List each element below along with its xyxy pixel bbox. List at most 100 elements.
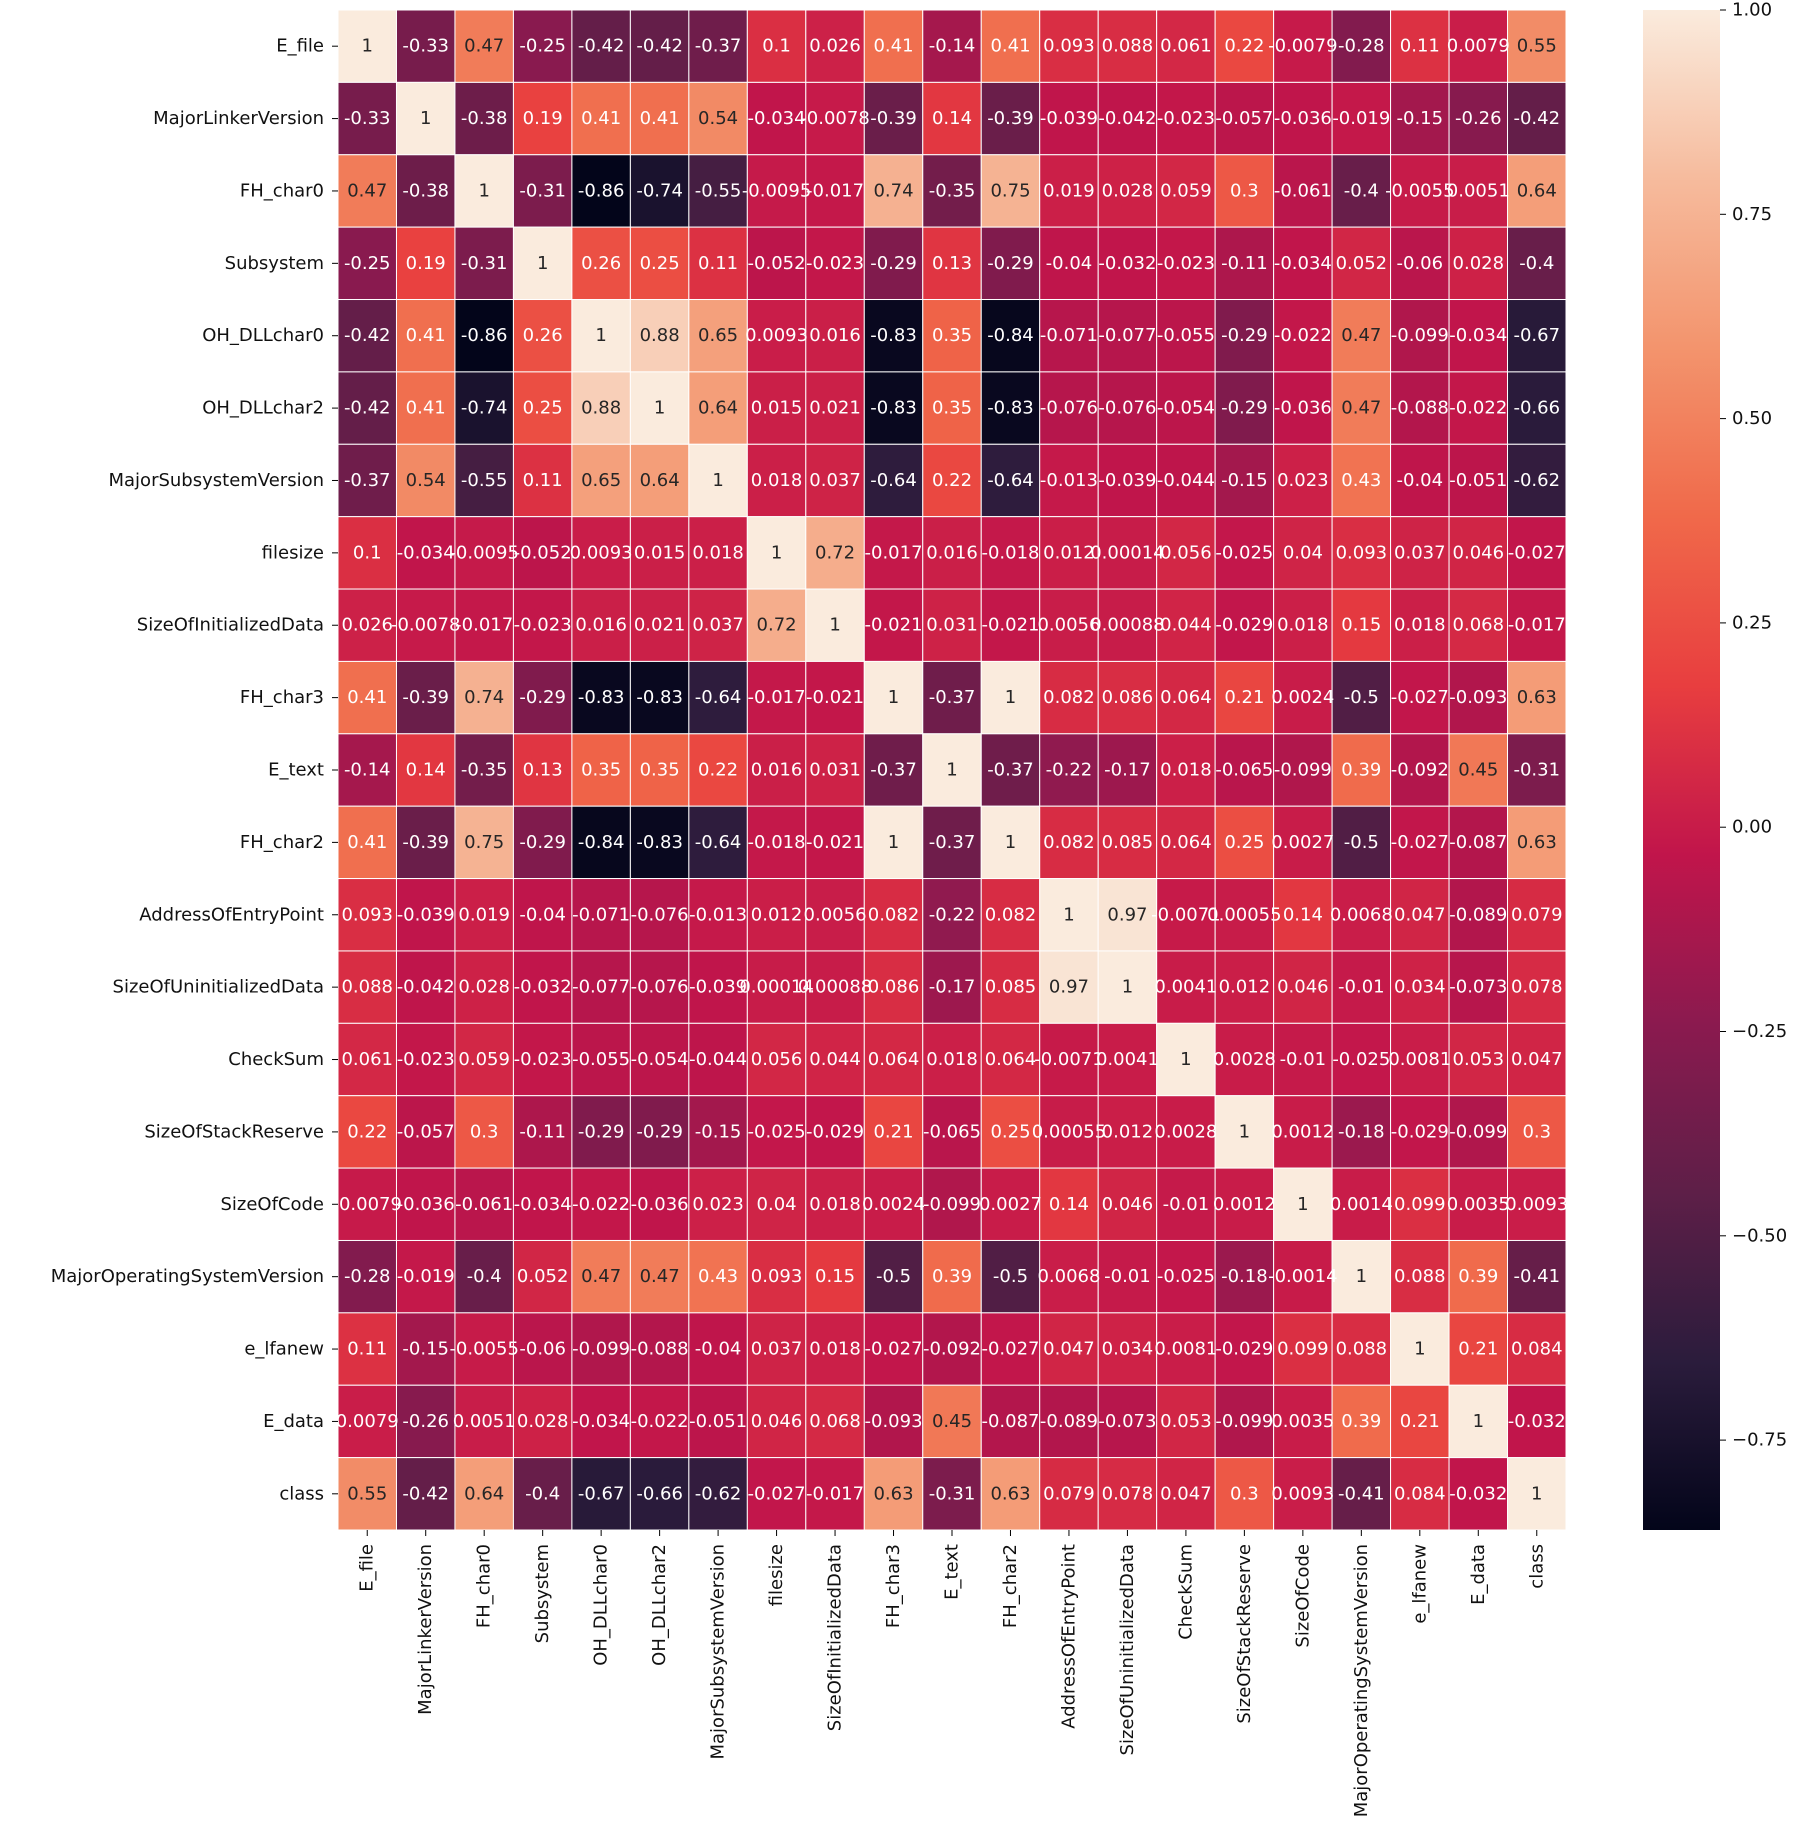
- cell-value-label: 0.086: [1102, 687, 1154, 708]
- heatmap-cell: [1097, 299, 1158, 373]
- heatmap-cell: [980, 443, 1041, 518]
- cell-value-label: -0.17: [929, 977, 976, 998]
- cell-value-label: -0.017: [1508, 615, 1566, 636]
- cell-value-label: 1: [654, 398, 665, 419]
- cell-value-label: -0.41: [1513, 1266, 1560, 1287]
- cell-value-label: -0.022: [1449, 398, 1507, 419]
- heatmap-cell: [1390, 1095, 1450, 1169]
- heatmap-cell: [454, 805, 514, 880]
- heatmap-cell: [454, 154, 514, 228]
- heatmap-cell: [1507, 516, 1567, 590]
- heatmap-cell: [1448, 1095, 1509, 1169]
- heatmap-cell: [337, 1384, 397, 1459]
- cell-value-label: 0.015: [634, 542, 686, 563]
- heatmap-cell: [571, 1167, 631, 1241]
- cell-value-label: -0.28: [344, 1266, 391, 1287]
- y-tick-label: SizeOfUninitializedData: [113, 977, 324, 998]
- x-tick-label: AddressOfEntryPoint: [1058, 1544, 1079, 1729]
- cell-value-label: 0.019: [1043, 180, 1095, 201]
- heatmap-cell: [454, 1384, 514, 1459]
- cell-value-label: 1: [1473, 1411, 1484, 1432]
- cell-value-label: -0.29: [1221, 398, 1268, 419]
- heatmap-cell: [746, 1022, 807, 1097]
- heatmap-cell: [922, 1167, 982, 1241]
- cell-value-label: -0.0079: [1268, 36, 1337, 57]
- heatmap-cell: [863, 1167, 924, 1241]
- cell-value-label: -0.061: [1274, 180, 1332, 201]
- heatmap-cell: [1390, 443, 1450, 518]
- cell-value-label: 0.35: [932, 398, 972, 419]
- cell-value-label: -0.036: [1274, 108, 1332, 129]
- heatmap-cell: [1039, 1457, 1099, 1531]
- cell-value-label: -0.64: [987, 470, 1034, 491]
- cell-value-label: -0.023: [514, 1049, 572, 1070]
- heatmap-cell: [1507, 878, 1567, 952]
- cell-value-label: 0.21: [1458, 1339, 1498, 1360]
- cell-value-label: -0.029: [1215, 1339, 1273, 1360]
- heatmap-cell: [922, 588, 982, 662]
- cell-value-label: -0.29: [870, 253, 917, 274]
- cell-value-label: -0.74: [636, 180, 683, 201]
- heatmap-cell: [1156, 516, 1216, 590]
- cell-value-label: 0.21: [1224, 687, 1264, 708]
- heatmap-cell: [454, 1022, 514, 1097]
- cell-value-label: -0.39: [402, 687, 449, 708]
- x-tick-label: SizeOfInitializedData: [825, 1544, 846, 1731]
- cell-value-label: 0.97: [1107, 904, 1147, 925]
- cell-value-label: -0.039: [397, 904, 455, 925]
- heatmap-cell: [571, 1239, 631, 1314]
- heatmap-cell: [512, 1022, 573, 1097]
- heatmap-cell: [1448, 660, 1509, 735]
- heatmap-cell: [1507, 950, 1567, 1024]
- cell-value-label: 0.15: [815, 1266, 855, 1287]
- cell-value-label: -0.034: [1449, 325, 1507, 346]
- heatmap-cell: [1097, 1457, 1158, 1531]
- heatmap-cell: [512, 733, 573, 807]
- cell-value-label: -0.042: [397, 977, 455, 998]
- cell-value-label: 0.046: [1102, 1194, 1154, 1215]
- cell-value-label: 0.47: [1341, 398, 1381, 419]
- cell-value-label: 0.068: [1453, 615, 1505, 636]
- cell-value-label: 0.14: [406, 760, 446, 781]
- cell-value-label: -0.06: [1397, 253, 1444, 274]
- heatmap-cell: [1331, 1457, 1392, 1531]
- heatmap-cell: [863, 299, 924, 373]
- cell-value-label: 0.88: [640, 325, 680, 346]
- heatmap-cell: [1507, 299, 1567, 373]
- cell-value-label: -0.076: [631, 977, 689, 998]
- cell-value-label: -0.41: [1338, 1483, 1385, 1504]
- heatmap-cell: [805, 226, 865, 301]
- heatmap-cell: [1331, 733, 1392, 807]
- heatmap-cell: [395, 950, 456, 1024]
- cell-value-label: -0.034: [397, 542, 455, 563]
- cell-value-label: 0.0056: [804, 904, 867, 925]
- cell-value-label: 0.41: [347, 832, 387, 853]
- heatmap-cell: [512, 660, 573, 735]
- cell-value-label: -0.076: [1098, 398, 1156, 419]
- cell-value-label: 0.63: [1517, 832, 1557, 853]
- heatmap-cell: [629, 154, 690, 228]
- cell-value-label: 1: [1531, 1483, 1542, 1504]
- heatmap-cell: [863, 660, 924, 735]
- cell-value-label: 0.41: [347, 687, 387, 708]
- cell-value-label: -0.14: [344, 760, 391, 781]
- cell-value-label: 0.061: [1160, 36, 1212, 57]
- cell-value-label: -0.22: [929, 904, 976, 925]
- cell-value-label: 0.016: [809, 325, 861, 346]
- cell-value-label: 0.021: [634, 615, 686, 636]
- heatmap-cell: [1214, 443, 1275, 518]
- cell-value-label: 0.028: [458, 977, 510, 998]
- cell-value-label: 0.078: [1511, 977, 1563, 998]
- heatmap-cell: [1097, 226, 1158, 301]
- cell-value-label: -0.62: [1513, 470, 1560, 491]
- cell-value-label: 0.047: [1394, 904, 1446, 925]
- cell-value-label: -0.092: [1391, 760, 1449, 781]
- cell-value-label: 0.018: [809, 1339, 861, 1360]
- cell-value-label: -0.01: [1104, 1266, 1151, 1287]
- cell-value-label: -0.089: [1040, 1411, 1098, 1432]
- heatmap-cell: [1273, 9, 1333, 83]
- heatmap-cell: [980, 878, 1041, 952]
- cell-value-label: -0.034: [572, 1411, 630, 1432]
- heatmap-cell: [395, 9, 456, 83]
